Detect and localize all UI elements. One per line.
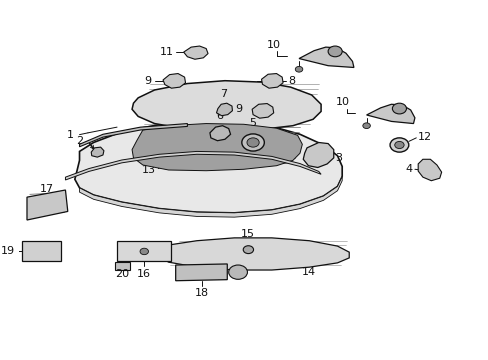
Text: 10: 10 [266,40,281,50]
Circle shape [391,103,406,114]
Circle shape [243,246,253,253]
Polygon shape [132,81,321,131]
Polygon shape [183,46,207,59]
Circle shape [242,134,264,151]
Circle shape [140,248,148,255]
Polygon shape [366,104,414,123]
Text: 19: 19 [0,247,15,256]
Text: 3: 3 [334,153,342,163]
Polygon shape [158,238,348,270]
Text: 9: 9 [235,104,242,114]
Text: 9: 9 [144,76,151,86]
Polygon shape [22,242,61,261]
Circle shape [228,265,247,279]
Polygon shape [75,121,342,213]
Text: 14: 14 [301,267,315,277]
Text: 8: 8 [287,76,295,86]
Text: 12: 12 [417,132,431,142]
Text: 13: 13 [141,165,155,175]
Polygon shape [65,152,321,180]
Circle shape [295,66,302,72]
Circle shape [362,123,369,129]
Text: 7: 7 [220,89,227,99]
Text: 6: 6 [215,111,223,121]
Text: 11: 11 [159,47,173,57]
Text: 16: 16 [137,269,151,279]
Text: 2: 2 [76,136,83,146]
Polygon shape [117,242,171,261]
Polygon shape [261,73,283,88]
Text: 5: 5 [249,118,256,128]
Text: 10: 10 [335,98,349,108]
Polygon shape [80,176,342,217]
Polygon shape [80,123,187,147]
Polygon shape [303,143,333,167]
Text: 17: 17 [40,184,54,194]
Circle shape [389,138,408,152]
Text: 15: 15 [240,229,254,239]
Circle shape [246,138,259,147]
Polygon shape [175,264,227,281]
Text: 20: 20 [115,269,128,279]
Text: 18: 18 [194,288,208,298]
Polygon shape [115,262,130,270]
Text: 4: 4 [405,164,412,174]
Polygon shape [163,73,185,88]
Circle shape [394,141,403,149]
Text: 1: 1 [67,130,74,140]
Polygon shape [132,123,302,171]
Polygon shape [252,104,273,118]
Polygon shape [417,159,441,181]
Polygon shape [299,47,353,67]
Polygon shape [209,126,230,141]
Polygon shape [91,147,104,157]
Polygon shape [216,103,232,116]
Polygon shape [27,190,68,220]
Circle shape [327,46,342,57]
